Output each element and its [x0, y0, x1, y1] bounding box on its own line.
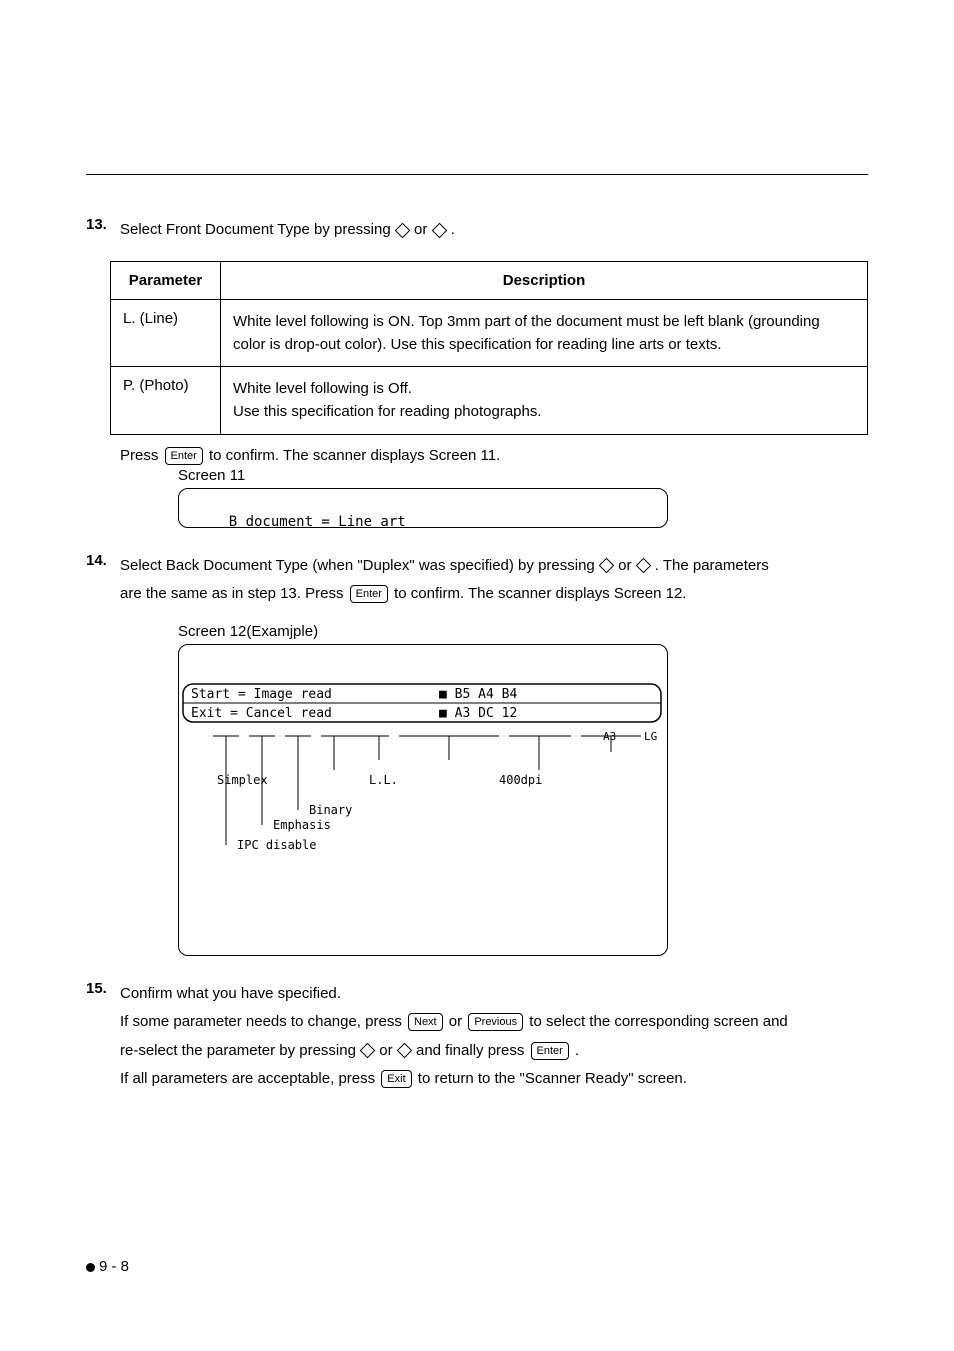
- left-arrow-icon: [599, 558, 615, 574]
- cell: L. (Line): [111, 299, 221, 367]
- text: or: [445, 1013, 467, 1030]
- step-text: Select Front Document Type by pressing o…: [120, 216, 868, 245]
- parameter-table: Parameter Description L. (Line) White le…: [110, 261, 868, 435]
- text: .: [571, 1042, 579, 1059]
- text: Use this specification for reading photo…: [233, 403, 542, 420]
- previous-key-icon: Previous: [468, 1013, 523, 1031]
- table-row: L. (Line) White level following is ON. T…: [111, 299, 868, 367]
- enter-key-icon: Enter: [350, 585, 388, 603]
- text: to select the corresponding screen and: [525, 1013, 788, 1030]
- step-number: 13.: [86, 216, 120, 245]
- text: IPC disable: [237, 838, 316, 852]
- header-rule: [86, 174, 868, 175]
- screen-label: Screen 11: [178, 467, 868, 484]
- text: Exit = Cancel read: [191, 706, 332, 721]
- step-13: 13. Select Front Document Type by pressi…: [86, 216, 868, 245]
- screen-text: B document = Line art: [229, 514, 406, 530]
- text: Binary: [309, 803, 352, 817]
- text: Simplex: [217, 773, 268, 787]
- text: to confirm. The scanner displays Screen …: [205, 447, 500, 464]
- exit-key-icon: Exit: [381, 1070, 411, 1088]
- screen-12-display: Start = Image read ■ B5 A4 B4 Exit = Can…: [178, 644, 668, 956]
- page-number: 9 - 8: [99, 1258, 129, 1275]
- text: Select Front Document Type by pressing: [120, 221, 395, 238]
- text: A3: [603, 730, 616, 743]
- left-arrow-icon: [395, 222, 411, 238]
- page-content: 13. Select Front Document Type by pressi…: [86, 216, 868, 1108]
- right-arrow-icon: [635, 558, 651, 574]
- next-key-icon: Next: [408, 1013, 443, 1031]
- step-number: 15.: [86, 980, 120, 1094]
- text: to confirm. The scanner displays Screen …: [390, 585, 687, 602]
- enter-key-icon: Enter: [165, 447, 203, 465]
- text: or: [410, 221, 432, 238]
- text: . The parameters: [651, 557, 769, 574]
- step-text: Confirm what you have specified. If some…: [120, 980, 868, 1094]
- table-row: P. (Photo) White level following is Off.…: [111, 367, 868, 435]
- step-text: Select Back Document Type (when "Duplex"…: [120, 552, 868, 609]
- step-15: 15. Confirm what you have specified. If …: [86, 980, 868, 1094]
- step-number: 14.: [86, 552, 120, 609]
- step-14: 14. Select Back Document Type (when "Dup…: [86, 552, 868, 609]
- text: Select Back Document Type (when "Duplex"…: [120, 557, 599, 574]
- text: Start = Image read: [191, 687, 332, 702]
- table-header-row: Parameter Description: [111, 261, 868, 299]
- text: or: [614, 557, 636, 574]
- cell: White level following is ON. Top 3mm par…: [221, 299, 868, 367]
- column-header: Parameter: [111, 261, 221, 299]
- text: ■ B5 A4 B4: [439, 687, 517, 702]
- text: are the same as in step 13. Press: [120, 585, 348, 602]
- right-arrow-icon: [431, 222, 447, 238]
- column-header: Description: [221, 261, 868, 299]
- text: 400dpi: [499, 773, 542, 787]
- text: If all parameters are acceptable, press: [120, 1070, 379, 1087]
- left-arrow-icon: [360, 1043, 376, 1059]
- right-arrow-icon: [397, 1043, 413, 1059]
- text: re-select the parameter by pressing: [120, 1042, 360, 1059]
- screen-11-display: B document = Line art: [178, 488, 668, 528]
- screen-label: Screen 12(Examjple): [178, 623, 868, 640]
- page-footer: 9 - 8: [86, 1258, 129, 1275]
- enter-key-icon: Enter: [531, 1042, 569, 1060]
- text: L.L.: [369, 773, 398, 787]
- screen-12-svg: Start = Image read ■ B5 A4 B4 Exit = Can…: [179, 680, 665, 920]
- text: Press: [120, 447, 163, 464]
- cell: White level following is Off. Use this s…: [221, 367, 868, 435]
- text: .: [447, 221, 455, 238]
- text: Confirm what you have specified.: [120, 985, 341, 1002]
- bullet-icon: [86, 1263, 95, 1272]
- press-instruction: Press Enter to confirm. The scanner disp…: [120, 447, 868, 465]
- text: Emphasis: [273, 818, 331, 832]
- text: White level following is Off.: [233, 380, 412, 397]
- text: LG: [644, 730, 657, 743]
- cell: P. (Photo): [111, 367, 221, 435]
- text: ■ A3 DC 12: [439, 706, 517, 721]
- text: to return to the "Scanner Ready" screen.: [414, 1070, 687, 1087]
- text: and finally press: [412, 1042, 529, 1059]
- text: If some parameter needs to change, press: [120, 1013, 406, 1030]
- text: or: [375, 1042, 397, 1059]
